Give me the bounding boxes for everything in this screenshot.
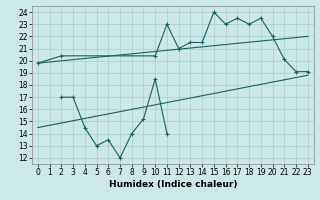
X-axis label: Humidex (Indice chaleur): Humidex (Indice chaleur) [108,180,237,189]
